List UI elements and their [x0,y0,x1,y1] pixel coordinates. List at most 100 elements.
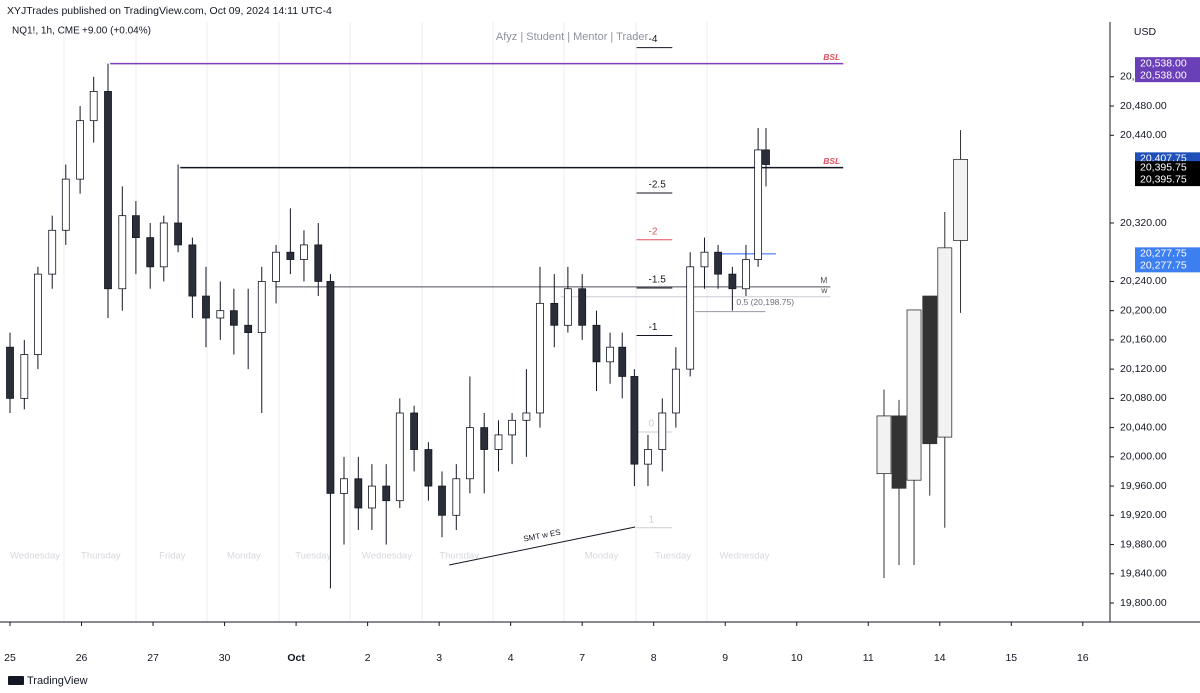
weekday-label: Friday [159,551,186,562]
y-tick-label: 19,840.00 [1120,568,1167,580]
candle-body [606,346,614,363]
x-tick-label: 9 [722,652,728,664]
x-tick-label: 14 [934,652,946,664]
candle-body [592,324,601,363]
symbol: NQ1!, 1h, CME [12,26,80,37]
y-tick-label: 19,800.00 [1120,597,1167,609]
x-tick-label: 10 [791,652,803,664]
fib-label: -1.5 [649,275,667,286]
x-tick-label: 4 [508,652,514,664]
candle-body [257,281,266,333]
y-tick-label: 20,000.00 [1120,451,1167,463]
candle-body [465,427,474,480]
x-tick-label: 16 [1077,652,1089,664]
weekday-label: Thursday [81,551,121,562]
fib-label: -4 [649,34,658,45]
y-tick-label: 20,440.00 [1120,129,1167,141]
price-tag [1135,57,1200,83]
x-tick-label: 27 [147,652,159,664]
candle-body [104,91,112,290]
candle-body [550,302,559,326]
x-tick-label: Oct [287,652,305,664]
y-tick-label: 20,480.00 [1120,100,1167,112]
candle-body [340,478,348,494]
candle-body [452,478,461,516]
fib-label: 0 [649,419,655,430]
candle-body [671,368,680,414]
candle-body [438,485,446,516]
y-tick-label: 19,920.00 [1120,509,1167,521]
weekday-label: Thursday [439,551,479,562]
candle-body [891,415,907,489]
fib-label: -2 [649,226,658,237]
price-tag [1135,161,1200,187]
candle-body [480,427,489,450]
price-tag-label: 20,277.75 [1140,260,1187,272]
candle-body [244,324,253,333]
header-bar [0,0,1200,22]
y-tick-label: 20,320.00 [1120,217,1167,229]
level-label: M [820,275,827,285]
candle-body [382,485,391,502]
candle-body [395,412,404,502]
footer-bar [0,668,1200,693]
candle-body [229,310,238,326]
day-separators: Wednesday Thursday Friday Monday Tuesday Wedn… [10,22,770,622]
x-tick-label: 7 [579,652,585,664]
candle-body [146,237,155,268]
x-tick-label: 30 [219,652,231,664]
candle-body [6,346,14,399]
candle-body [508,419,516,436]
candle-body [742,259,750,290]
candle-body [754,149,763,260]
y-tick-label: 19,960.00 [1120,480,1167,492]
candle-body [286,251,295,260]
price-tag-label: 20,395.75 [1140,173,1187,185]
level-label: 0.5 (20,198.75) [736,297,794,307]
candle-body [48,229,57,275]
y-tick-label: 20,160.00 [1120,334,1167,346]
fib-label: -1 [649,322,658,333]
x-tick-label: 2 [365,652,371,664]
weekday-label: Wednesday [362,551,412,562]
smt-line [449,526,636,566]
candle-body [618,346,627,377]
header: XYJTrades published on TradingView.com, … [7,5,332,17]
candle-body [536,302,544,414]
price-axis [1110,22,1200,622]
price-tag [1135,247,1200,273]
price-tag-label: 20,395.75 [1140,161,1187,173]
candle-body [644,449,652,465]
x-tick-label: 8 [651,652,657,664]
candle-body [89,91,98,122]
candle-body [76,120,85,180]
candle-body [326,281,335,494]
y-tick-label: 19,880.00 [1120,538,1167,550]
candle-body [174,222,182,246]
candle-body [61,178,70,231]
candle-body [630,376,639,465]
candle-body [728,273,737,290]
change: +9.00 (+0.04%) [82,26,151,37]
candle-body [410,412,419,450]
y-tick-label: 20,120.00 [1120,363,1167,375]
candle-body [876,415,892,475]
candle-body [272,251,280,282]
level-label: w [820,285,828,295]
candle-body [118,215,127,290]
x-tick-label: 11 [863,652,874,664]
candle-body [714,251,722,275]
price-tag-label: 20,277.75 [1140,248,1187,260]
price-tag-label: 20,538.00 [1140,57,1187,69]
watermark: Afyz | Student | Mentor | Trader [496,31,649,43]
candle-body [906,309,922,481]
x-tick-label: 26 [76,652,88,664]
fib-label: 1 [649,514,655,525]
weekday-label: Tuesday [655,551,691,562]
x-tick-label: 25 [4,652,16,664]
weekday-label: Wednesday [720,551,770,562]
candle-body [300,244,308,260]
y-tick-label: 20,080.00 [1120,392,1167,404]
level-label: BSL [823,156,840,166]
